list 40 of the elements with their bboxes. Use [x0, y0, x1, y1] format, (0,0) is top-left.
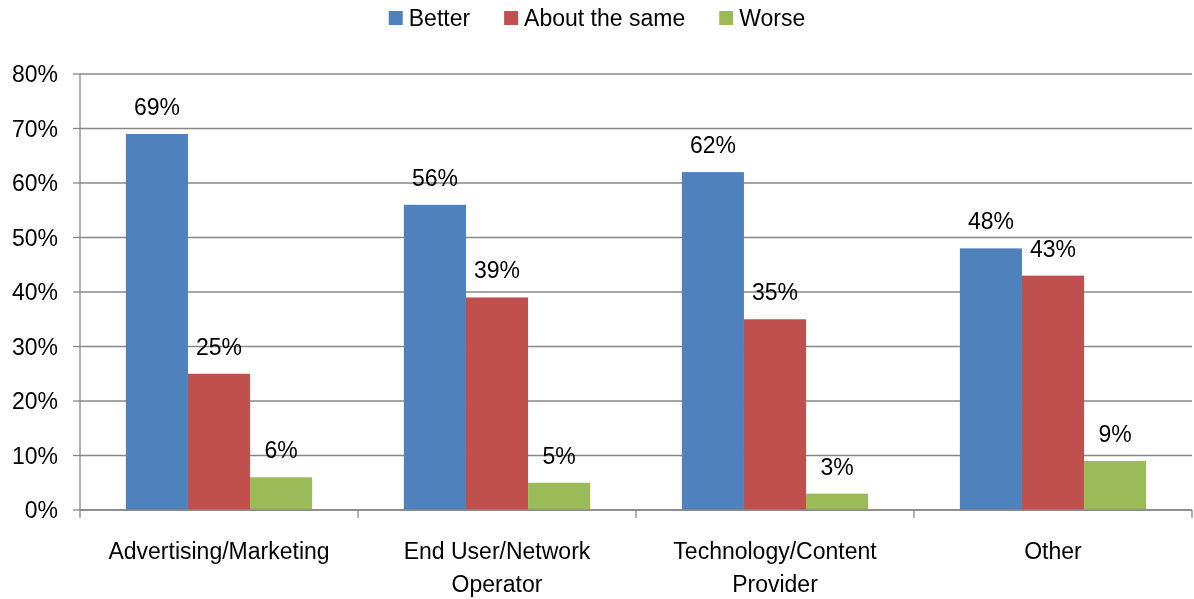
data-label: 56% [411, 164, 458, 191]
data-label: 6% [264, 437, 298, 464]
bar [743, 319, 807, 510]
bar [959, 248, 1022, 510]
data-label: 48% [967, 208, 1014, 235]
data-label: 35% [751, 279, 799, 306]
data-label: 43% [1029, 235, 1077, 262]
data-label: 62% [689, 132, 736, 159]
y-tick-label: 50% [11, 224, 58, 251]
bar [1021, 275, 1085, 510]
bar [528, 482, 591, 510]
data-label: 39% [473, 257, 521, 284]
x-tick-label: Other [1024, 538, 1083, 564]
y-tick-label: 20% [11, 388, 58, 415]
bar [125, 133, 188, 510]
bar [1084, 460, 1147, 510]
x-tick-label: End User/Network Operator [403, 538, 591, 597]
legend-label: Worse [739, 5, 806, 32]
y-tick-label: 70% [11, 115, 58, 142]
y-tick-label: 60% [11, 170, 58, 197]
data-label: 5% [542, 442, 576, 469]
legend-label: About the same [524, 5, 686, 32]
data-label: 9% [1098, 420, 1132, 447]
y-tick-label: 80% [11, 61, 58, 88]
y-tick-label: 30% [11, 333, 58, 360]
x-tick-label: Advertising/Marketing [108, 538, 330, 564]
y-tick-label: 40% [11, 279, 58, 306]
legend-label: Better [408, 5, 471, 32]
bar [403, 204, 466, 510]
bar [250, 477, 313, 510]
data-label: 69% [133, 93, 180, 120]
bar [681, 172, 744, 510]
data-label: 3% [820, 453, 854, 480]
y-tick-label: 0% [24, 497, 58, 524]
data-label: 25% [195, 333, 243, 360]
y-tick-label: 10% [11, 442, 58, 469]
bar [465, 297, 529, 510]
x-tick-label: Technology/Content Provider [673, 538, 878, 597]
bar [187, 373, 251, 510]
bar [806, 493, 869, 510]
